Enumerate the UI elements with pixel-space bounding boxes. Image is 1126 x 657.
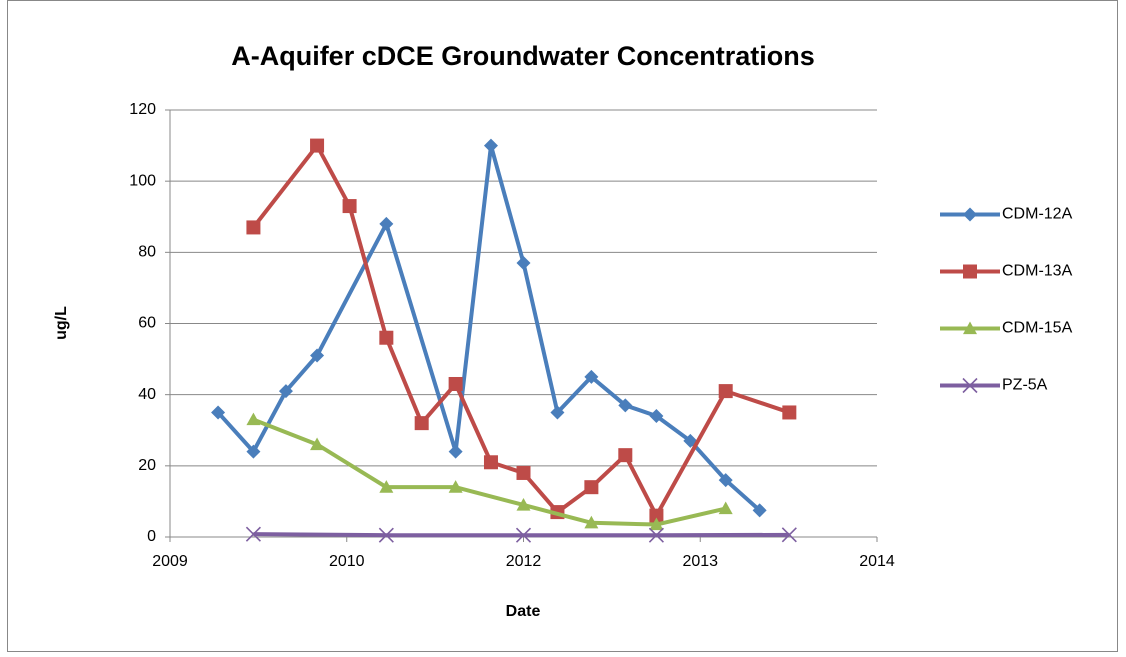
marker bbox=[379, 330, 394, 345]
y-tick-label: 40 bbox=[138, 386, 156, 403]
chart-title: A-Aquifer cDCE Groundwater Concentration… bbox=[231, 41, 815, 71]
marker bbox=[516, 497, 531, 511]
marker bbox=[649, 508, 664, 523]
marker bbox=[782, 405, 797, 420]
x-tick-label: 2010 bbox=[329, 553, 365, 570]
y-tick-label: 0 bbox=[147, 528, 156, 545]
x-tick-label: 2012 bbox=[506, 553, 542, 570]
marker bbox=[245, 526, 261, 542]
marker bbox=[649, 517, 664, 531]
legend-label: PZ-5A bbox=[1002, 377, 1048, 394]
legend-label: CDM-13A bbox=[1002, 263, 1073, 280]
marker bbox=[483, 455, 498, 470]
x-tick-label: 2009 bbox=[152, 553, 188, 570]
marker bbox=[310, 138, 325, 153]
marker bbox=[516, 256, 531, 271]
marker bbox=[246, 220, 261, 235]
legend-label: CDM-15A bbox=[1002, 320, 1073, 337]
marker bbox=[515, 527, 532, 543]
legend-label: CDM-12A bbox=[1002, 206, 1073, 223]
y-tick-label: 60 bbox=[138, 315, 156, 332]
y-tick-label: 80 bbox=[138, 244, 156, 261]
marker bbox=[310, 348, 325, 363]
marker bbox=[963, 321, 977, 335]
marker bbox=[963, 264, 977, 279]
marker bbox=[962, 377, 978, 394]
series-line bbox=[252, 417, 727, 527]
marker bbox=[648, 527, 664, 543]
marker bbox=[618, 398, 633, 413]
x-tick-label: 2013 bbox=[682, 553, 718, 570]
marker bbox=[414, 416, 429, 431]
marker bbox=[246, 444, 261, 459]
marker bbox=[649, 409, 664, 424]
x-axis-label: Date bbox=[506, 603, 541, 620]
marker bbox=[278, 384, 293, 399]
marker bbox=[448, 376, 463, 391]
marker bbox=[448, 480, 463, 493]
marker bbox=[584, 515, 599, 529]
marker bbox=[483, 138, 498, 153]
y-tick-label: 100 bbox=[129, 172, 156, 189]
marker bbox=[752, 503, 767, 518]
marker bbox=[516, 465, 531, 480]
marker bbox=[550, 405, 565, 420]
marker bbox=[342, 199, 357, 214]
y-tick-label: 20 bbox=[138, 457, 156, 474]
marker bbox=[378, 527, 394, 543]
marker bbox=[584, 480, 599, 495]
marker bbox=[584, 369, 599, 384]
y-tick-label: 120 bbox=[129, 101, 156, 118]
marker bbox=[379, 480, 394, 493]
marker bbox=[448, 444, 463, 459]
marker bbox=[718, 501, 733, 515]
marker bbox=[379, 216, 394, 231]
marker bbox=[618, 448, 633, 463]
marker bbox=[781, 527, 797, 543]
marker bbox=[246, 412, 261, 426]
y-axis-label: ug/L bbox=[53, 306, 70, 340]
series-line bbox=[251, 143, 790, 518]
marker bbox=[211, 405, 226, 420]
chart-frame bbox=[7, 0, 1118, 652]
marker bbox=[310, 437, 325, 451]
marker bbox=[718, 384, 733, 399]
marker bbox=[718, 473, 733, 488]
marker bbox=[963, 207, 977, 222]
x-tick-label: 2014 bbox=[859, 553, 895, 570]
series-line bbox=[253, 532, 790, 538]
